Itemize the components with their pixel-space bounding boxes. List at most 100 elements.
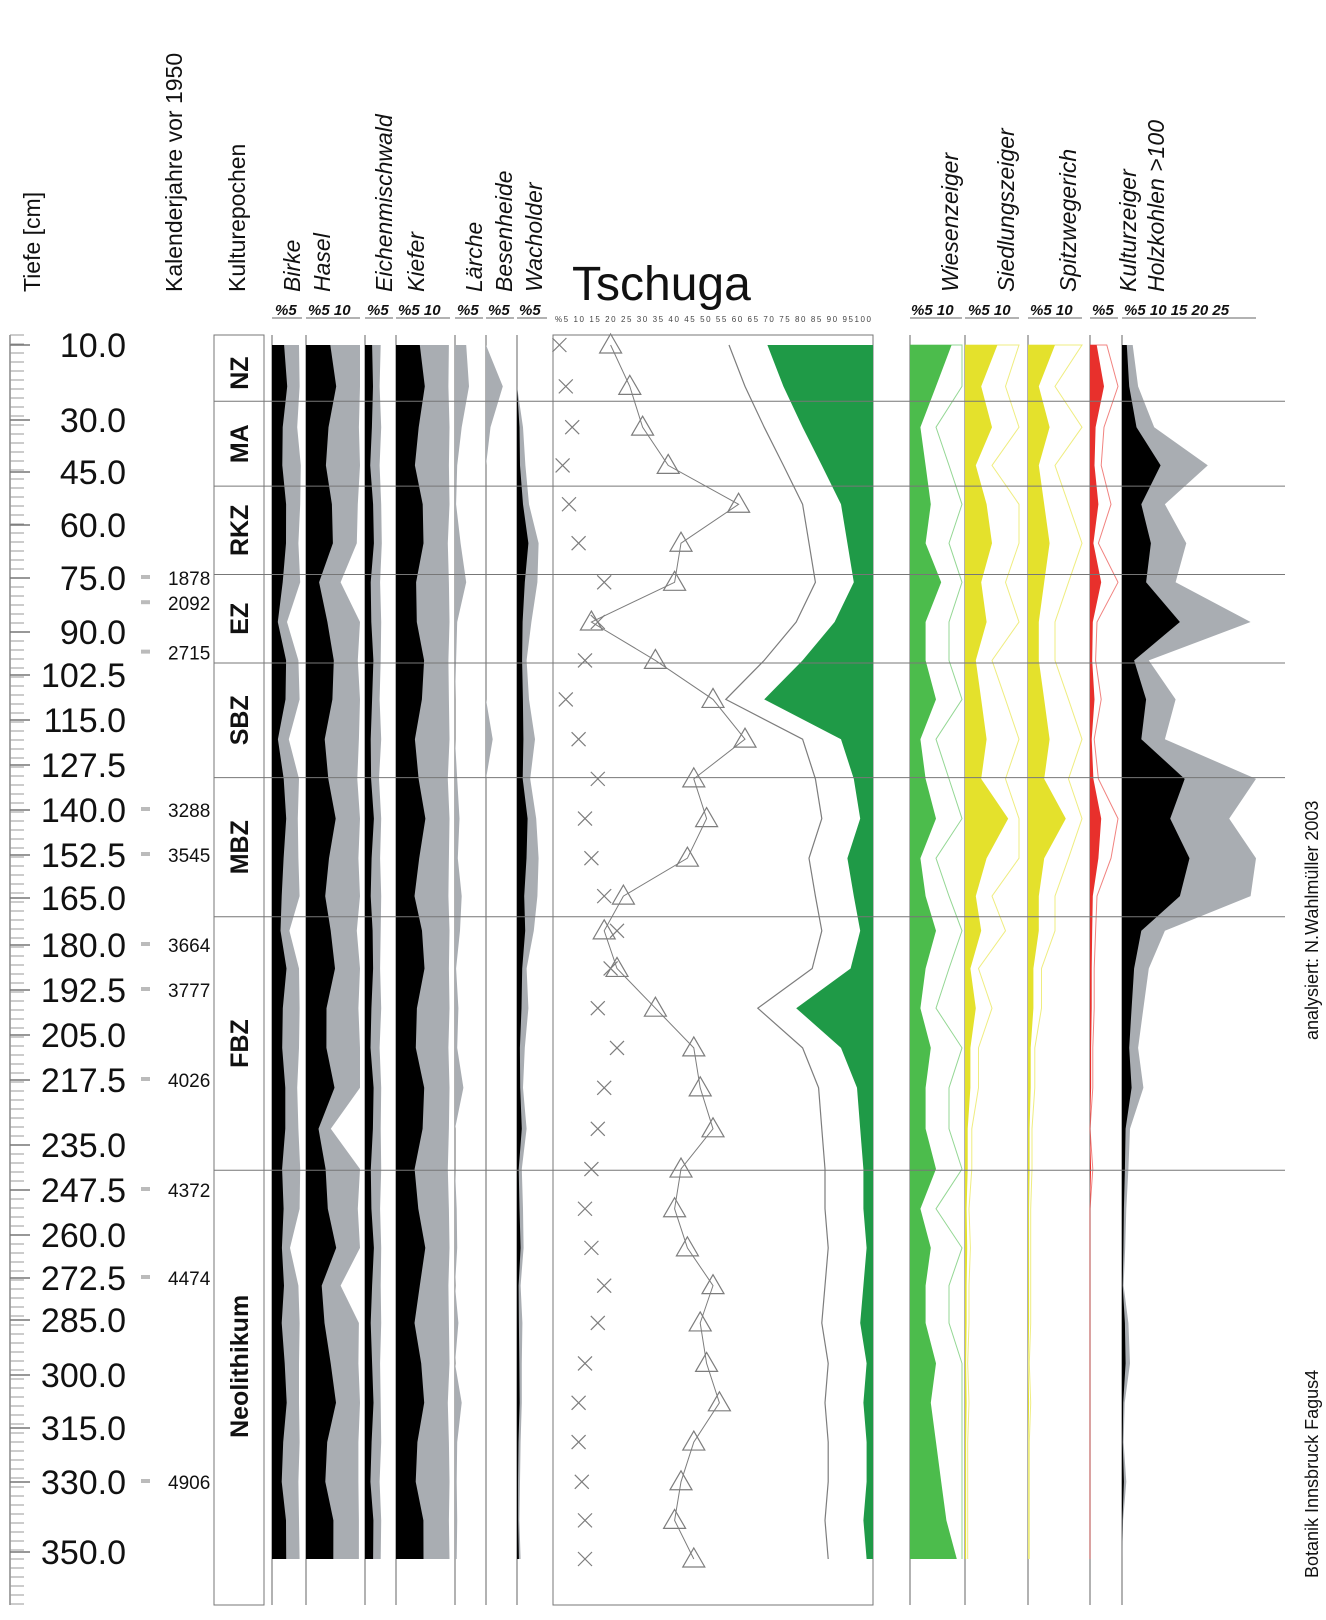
calendar-year-label: 3288 [168,801,210,822]
year-marker [141,807,150,811]
epoch-label: MA [226,424,254,463]
depth-tick-label: 10.0 [60,327,126,365]
taxon-scale: %5 [519,302,541,319]
calendar-year-label: 2092 [168,594,210,615]
depth-tick-label: 315.0 [41,1410,126,1448]
taxon-scale: %5 10 [308,302,351,319]
taxon-spitzwegerich: Spitzwegerich %5 10 [1028,149,1082,1605]
taxon-header: Hasel [309,232,335,292]
taxon-scale: %5 [1092,302,1114,319]
depth-tick-label: 30.0 [60,402,126,440]
tree-pollen-panel: %5 10 15 20 25 30 35 40 45 50 55 60 65 7… [552,315,873,1605]
column-headers: Tiefe [cm] Kalenderjahre vor 1950 Kulturep… [19,53,250,292]
depth-tick-label: 217.5 [41,1062,126,1100]
taxon-header: Besenheide [491,171,517,293]
curve-area [965,345,1008,1559]
taxon-besenheide: Besenheide %5 [486,171,517,1606]
ap-frame [553,335,873,1605]
depth-tick-label: 272.5 [41,1260,126,1298]
curve-area [486,345,503,1559]
taxon-siedlungszeiger: Siedlungszeiger %5 10 [965,127,1019,1605]
curve-area [910,345,957,1559]
depth-tick-label: 90.0 [60,614,126,652]
depth-tick-label: 247.5 [41,1172,126,1210]
epochs-axis-title: Kulturepochen [224,144,250,292]
depth-tick-label: 115.0 [43,702,126,740]
taxon-kiefer: Kiefer %5 10 [396,231,450,1605]
depth-tick-label: 127.5 [41,747,126,785]
ap-scale-label: %5 10 15 20 25 30 35 40 45 50 55 60 65 7… [555,315,872,324]
taxon-scale: %5 10 [398,302,441,319]
year-marker [141,575,150,579]
year-marker [141,942,150,946]
years-axis-title: Kalenderjahre vor 1950 [161,53,187,292]
calendar-year-label: 4474 [168,1269,211,1290]
calendar-year-label: 2715 [168,644,210,665]
depth-tick-label: 205.0 [41,1017,126,1055]
year-marker [141,987,150,991]
year-marker [141,1077,150,1081]
depth-tick-label: 45.0 [60,454,126,492]
year-marker [141,600,150,604]
curve-inner-black [396,345,425,1559]
taxon-header: Birke [279,240,305,292]
epoch-label: EZ [226,603,254,635]
depth-tick-label: 152.5 [41,837,126,875]
curve-inner-black [365,345,374,1559]
taxon-header: Lärche [461,222,487,292]
depth-tick-label: 180.0 [41,927,126,965]
taxon-hasel: Hasel %5 10 [306,232,360,1605]
year-marker [141,650,150,654]
taxon-header: Wacholder [521,181,547,292]
calendar-year-label: 4906 [168,1473,210,1494]
taxon-scale: %5 10 [1030,302,1073,319]
calendar-year-label: 1878 [168,569,210,590]
depth-tick-label: 165.0 [41,880,126,918]
depth-axis-title: Tiefe [cm] [19,192,45,292]
calendar-years-column: 1878 2092 2715 3288 3545 3664 3777 4026 4372 4474… [141,569,211,1494]
epoch-label: SBZ [226,695,254,745]
taxon-holzkohlen-100: Holzkohlen >100 %5 10 15 20 25 [1122,120,1256,1605]
institute-credit: Botanik Innsbruck Fagus4 [1302,1370,1322,1578]
year-marker [141,1187,150,1191]
depth-tick-label: 192.5 [41,972,126,1010]
calendar-year-label: 4372 [168,1181,210,1202]
depth-tick-label: 60.0 [60,507,126,545]
epoch-label: NZ [226,356,254,389]
curve-inner-black [306,345,336,1559]
taxon-header: Wiesenzeiger [937,152,963,292]
curve-area [1090,345,1104,1559]
year-marker [141,1275,150,1279]
calendar-year-label: 3664 [168,936,211,957]
depth-tick-label: 75.0 [60,560,126,598]
year-marker [141,852,150,856]
calendar-year-label: 3545 [168,846,210,867]
depth-tick-label: 300.0 [41,1357,126,1395]
depth-tick-label: 285.0 [41,1302,126,1340]
taxon-scale: %5 10 [968,302,1011,319]
culture-epochs-column: NZ MA RKZ EZ SBZ MBZ FBZ Neolithikum [214,335,264,1605]
calendar-year-label: 4026 [168,1071,210,1092]
taxon-lärche: Lärche %5 [455,222,487,1605]
depth-tick-label: 330.0 [41,1464,126,1502]
year-marker [141,1479,150,1483]
taxon-header: Kiefer [403,231,429,292]
calendar-year-label: 3777 [168,981,210,1002]
taxon-scale: %5 [367,302,389,319]
curve-area [455,345,469,1559]
depth-tick-label: 350.0 [41,1534,126,1572]
taxon-wacholder: Wacholder %5 [517,181,547,1605]
epoch-label: RKZ [226,505,254,556]
taxon-header: Kulturzeiger [1115,168,1141,292]
taxon-eichenmischwald: Eichenmischwald %5 [365,113,397,1605]
taxon-header: Spitzwegerich [1055,149,1081,292]
taxon-scale: %5 10 15 20 25 [1124,302,1230,319]
epoch-label: MBZ [226,820,254,874]
taxon-wiesenzeiger: Wiesenzeiger %5 10 [910,152,963,1605]
taxon-scale: %5 10 [911,302,954,319]
taxon-scale: %5 [457,302,479,319]
taxon-scale: %5 [488,302,510,319]
taxon-header: Siedlungszeiger [993,127,1019,292]
depth-tick-label: 140.0 [41,792,126,830]
